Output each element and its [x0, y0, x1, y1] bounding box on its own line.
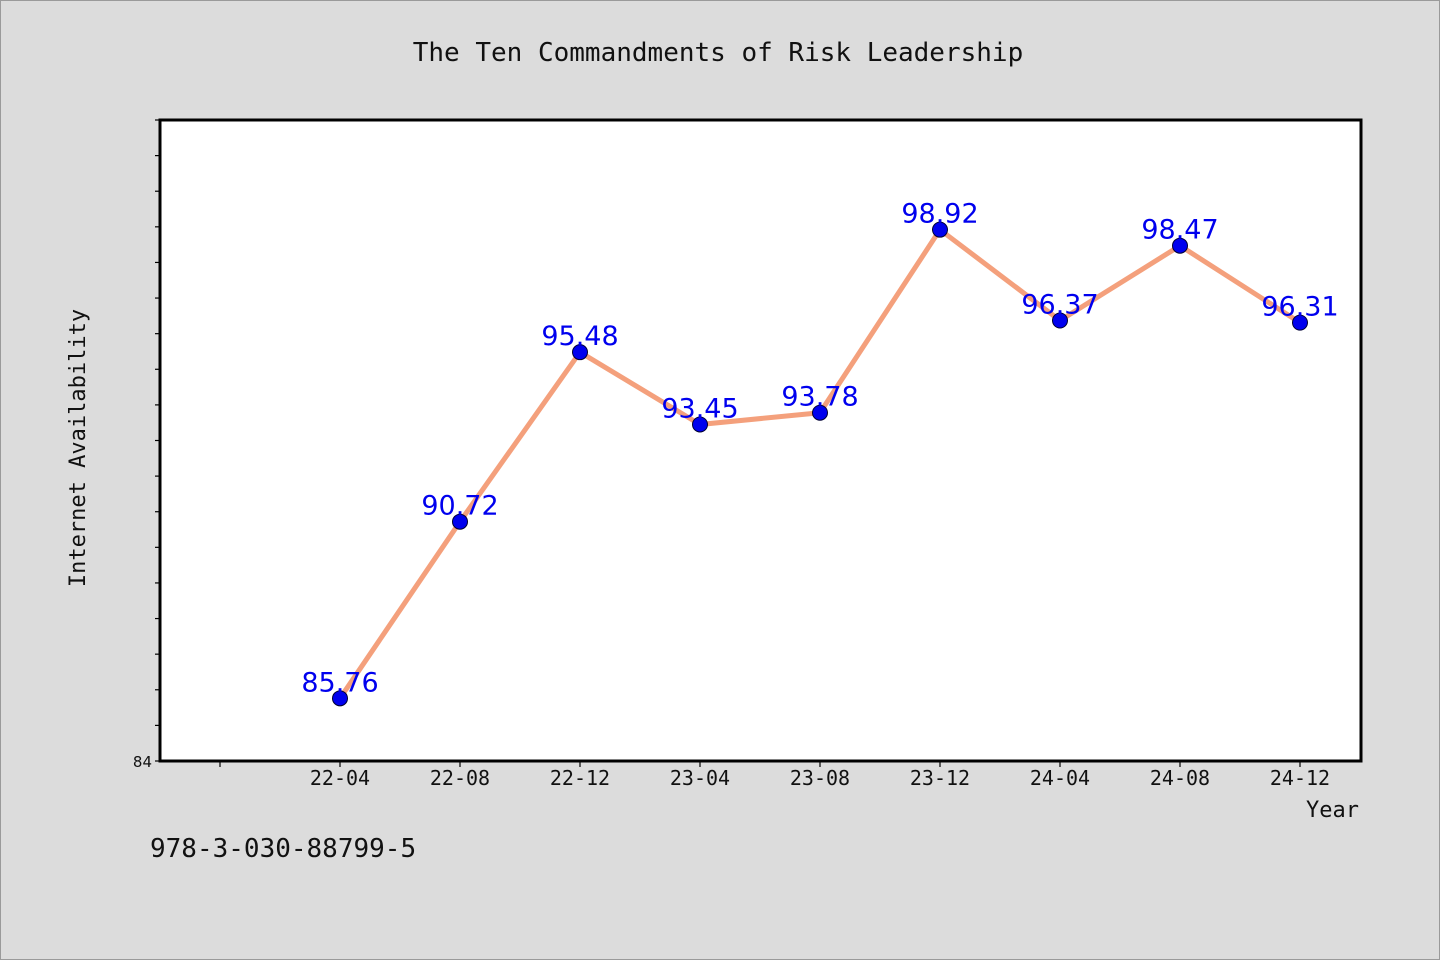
- data-label: 93.45: [661, 393, 738, 424]
- data-point: [1292, 314, 1308, 331]
- x-tick-label: 24-08: [1150, 766, 1210, 790]
- data-label: 95.48: [541, 321, 618, 352]
- data-label: 96.31: [1261, 292, 1338, 323]
- x-tick-label: 22-08: [430, 766, 490, 790]
- y-tick-label: 84: [133, 753, 152, 771]
- data-point: [1172, 237, 1188, 254]
- x-tick-label: 23-12: [910, 766, 970, 790]
- isbn-caption: 978-3-030-88799-5: [150, 834, 417, 864]
- data-point: [692, 416, 708, 433]
- x-axis-ticks: [219, 761, 1301, 767]
- x-tick-label: 22-04: [310, 766, 370, 790]
- y-axis-ticks: [155, 119, 160, 762]
- data-label: 90.72: [421, 491, 498, 522]
- data-label: 98.92: [901, 199, 978, 230]
- data-point: [572, 344, 588, 361]
- data-label: 85.76: [301, 667, 378, 698]
- x-tick-label: 24-12: [1270, 766, 1330, 790]
- data-label: 98.47: [1141, 215, 1218, 246]
- data-point: [932, 221, 948, 238]
- x-axis-label: Year: [1306, 798, 1359, 823]
- data-point: [452, 513, 468, 530]
- x-tick-label: 24-04: [1030, 766, 1090, 790]
- data-point: [812, 404, 828, 421]
- data-labels: 85.76 90.72 95.48 93.45 93.78 98.92 96.37 98.47…: [301, 199, 1338, 699]
- data-point: [1052, 312, 1068, 329]
- data-label: 96.37: [1021, 289, 1098, 320]
- x-tick-label: 23-08: [790, 766, 850, 790]
- y-axis-label: Internet Availability: [66, 309, 91, 587]
- x-tick-label: 22-12: [550, 766, 610, 790]
- data-point: [332, 690, 348, 707]
- chart-title: The Ten Commandments of Risk Leadership: [413, 38, 1023, 68]
- plot-area: [158, 118, 1363, 763]
- x-axis-tick-labels: 22-04 22-08 22-12 23-04 23-08 23-12 24-04 24-08…: [310, 766, 1330, 790]
- data-markers: [332, 221, 1308, 707]
- data-label: 93.78: [781, 382, 858, 413]
- x-tick-label: 23-04: [670, 766, 730, 790]
